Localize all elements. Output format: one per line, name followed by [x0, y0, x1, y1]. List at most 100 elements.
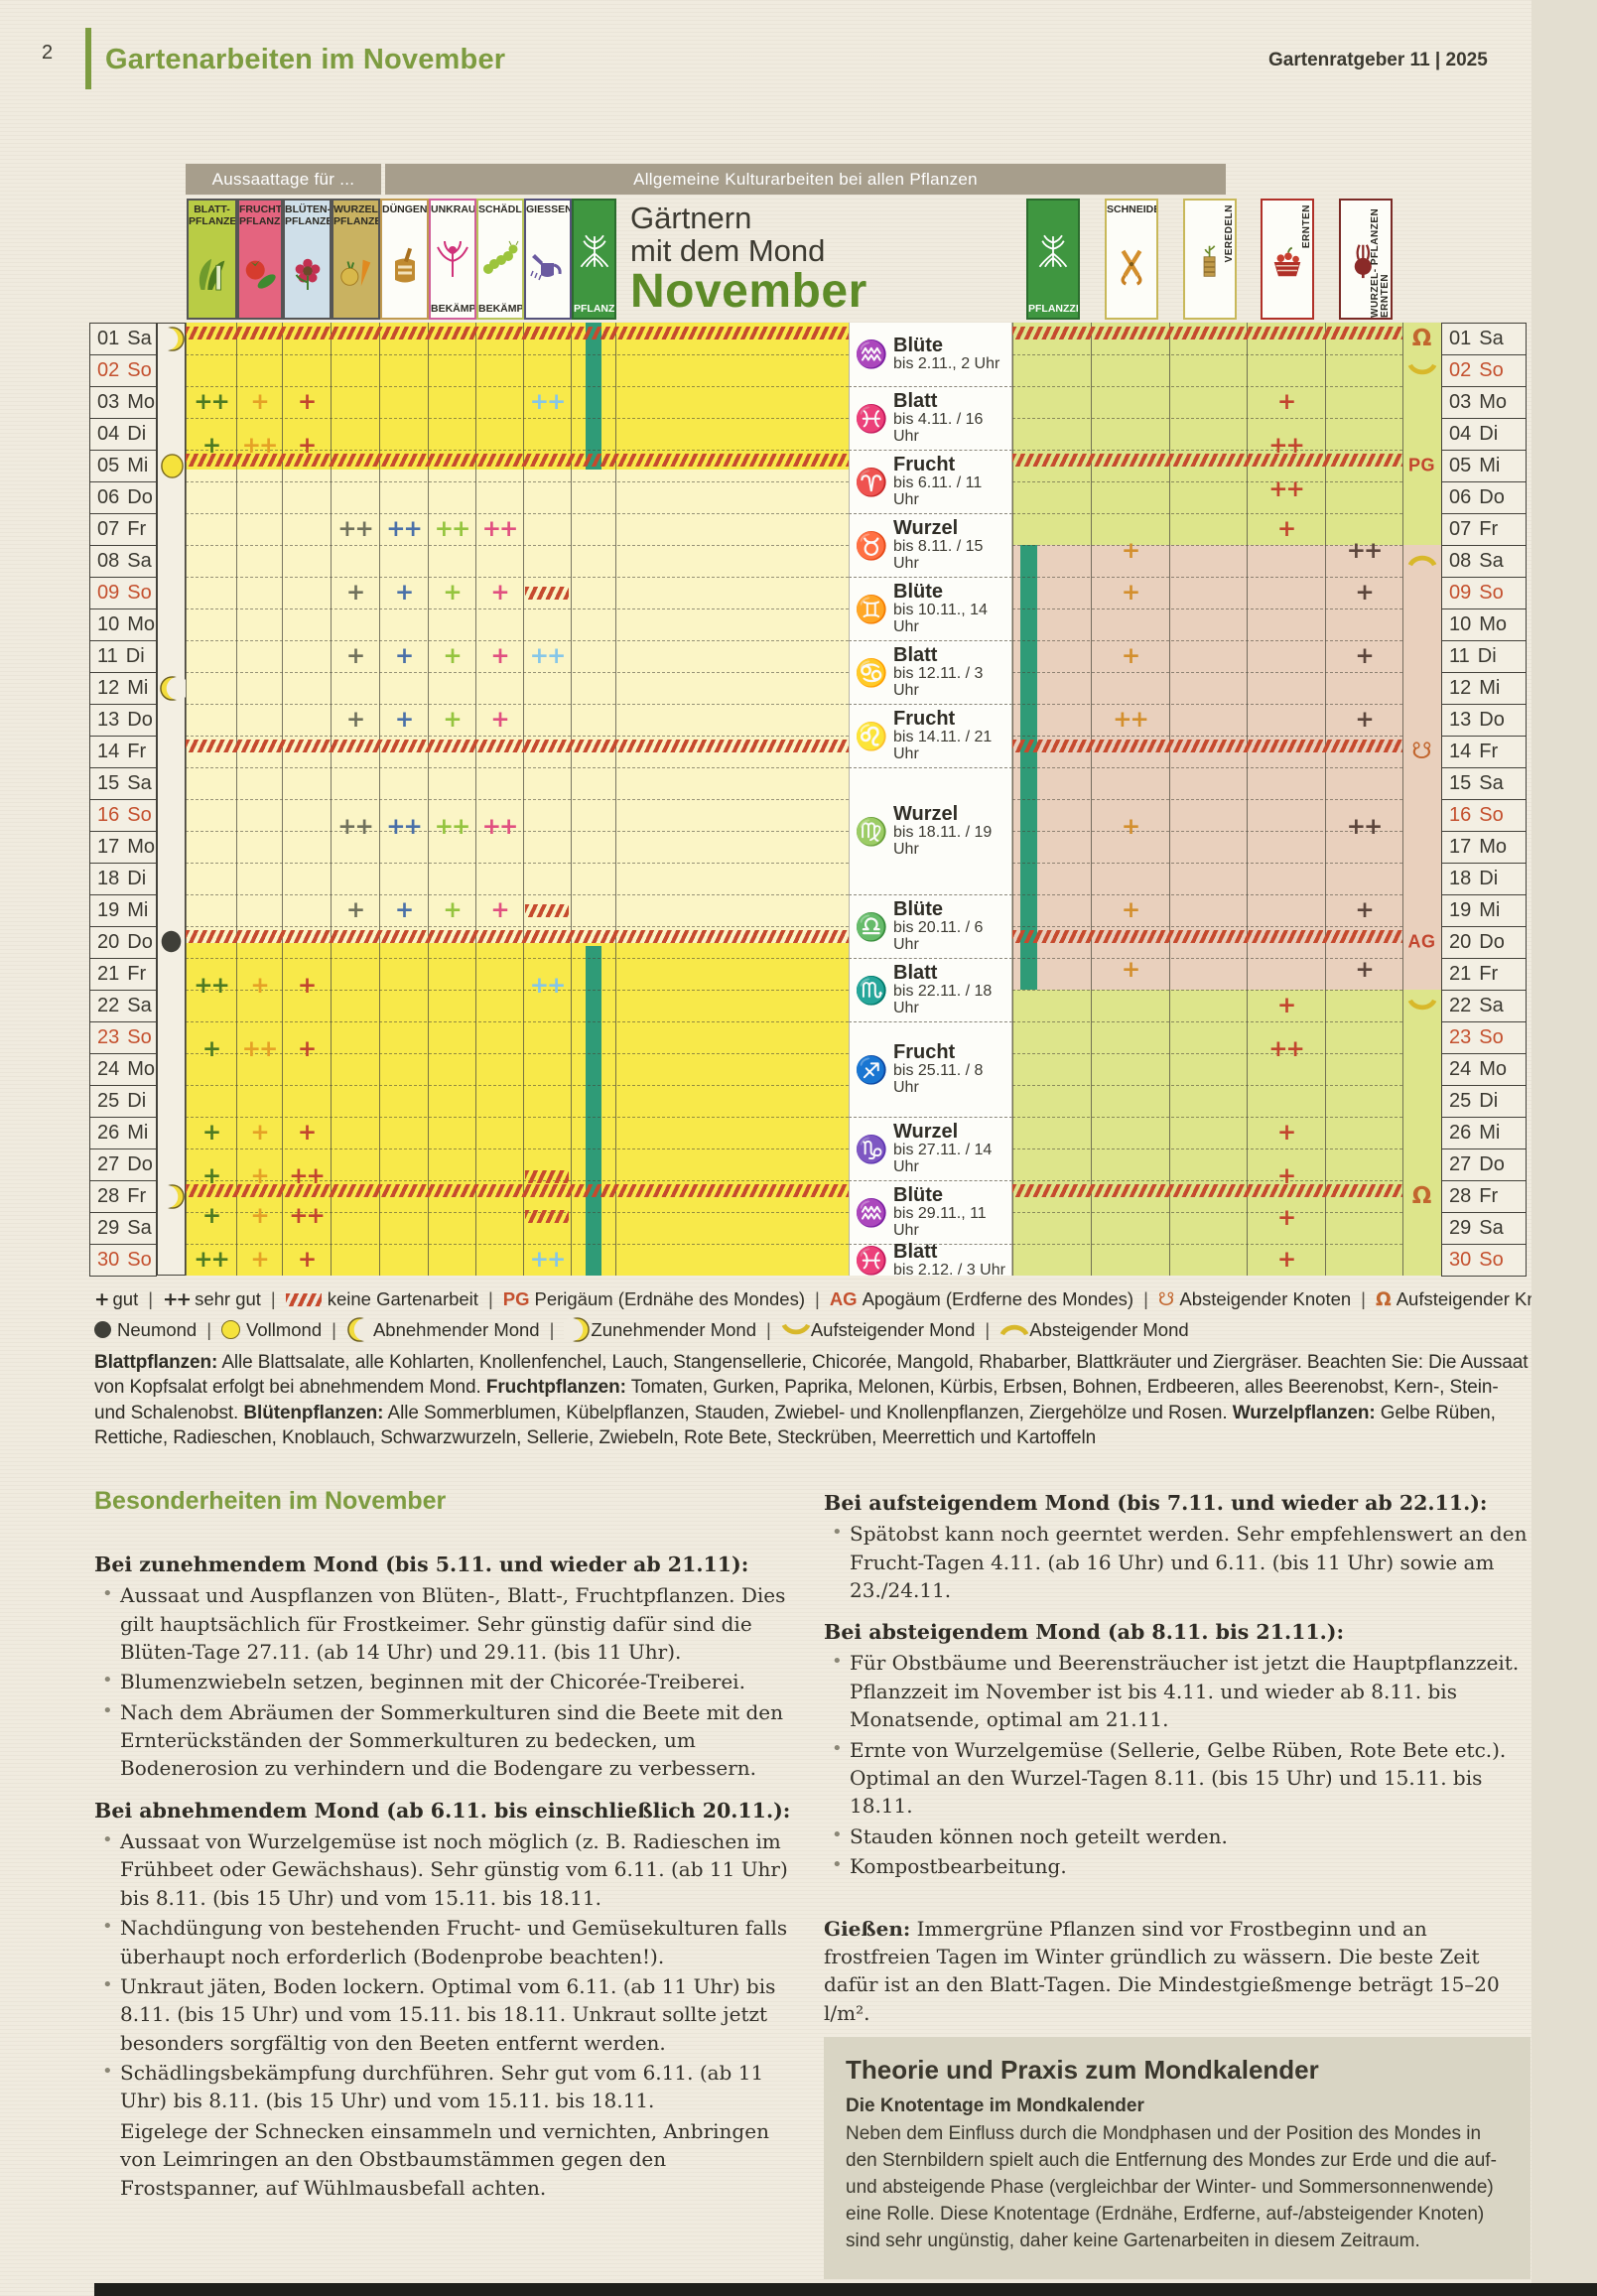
day-boundary-line: [1012, 1148, 1402, 1149]
schneiden-icon: SCHNEIDEN: [1105, 199, 1158, 320]
schaedlings-bekaempfung-icon: SCHÄDLINGS BEKÄMPFUNG: [476, 199, 524, 320]
legend-item: AG Apogäum (Erdferne des Mondes): [829, 1288, 1134, 1309]
day-boundary-line: [186, 767, 849, 768]
period-until: bis 10.11., 14 Uhr: [893, 602, 988, 635]
legend-item: ☋ Absteigender Knoten: [1157, 1288, 1352, 1310]
aquarius-icon: ♒: [855, 339, 888, 369]
rating-marker-ernten: +: [1276, 516, 1296, 542]
day-boundary-line: [186, 958, 849, 959]
rating-marker-ernten: +: [1276, 1120, 1296, 1146]
period-until: bis 8.11. / 15 Uhr: [893, 538, 984, 572]
icon-label: SCHÄDLINGS: [478, 203, 524, 215]
page-title: Gartenarbeiten im November: [105, 44, 506, 75]
rating-marker-wurzelernten: +: [1355, 957, 1374, 983]
scan-edge-bottom: [94, 2283, 1597, 2296]
date-cell-right: 17 Mo: [1441, 831, 1527, 864]
no-garden-hatch: [1012, 930, 1402, 943]
day-boundary-line: [186, 513, 849, 514]
icon-label: WURZEL-PFLANZEN: [333, 203, 380, 228]
period-kind: Frucht: [893, 1041, 956, 1064]
day-boundary-line: [186, 450, 849, 451]
day-boundary-line: [1012, 418, 1402, 419]
day-boundary-line: [1012, 481, 1402, 482]
zodiac-period: ♈ Frucht bis 6.11. / 11 Uhr: [849, 450, 1012, 513]
rating-marker-ernten: +: [1276, 389, 1296, 415]
no-garden-hatch: [1012, 454, 1402, 467]
grid-column-line: [1402, 323, 1403, 1276]
day-boundary-line: [1012, 767, 1402, 768]
legend-label: Abnehmender Mond: [372, 1318, 540, 1340]
moon-phase-column: [157, 323, 186, 1276]
day-boundary-line: [186, 354, 849, 355]
capricorn-icon: ♑: [855, 1134, 888, 1164]
zodiac-period: ♒ Blüte bis 2.11., 2 Uhr: [849, 323, 1012, 386]
period-kind: Frucht: [893, 454, 956, 476]
grid-column-line: [428, 323, 429, 1276]
band-sowing-days: Aussaattage für ...: [186, 164, 381, 195]
aries-icon: ♈: [855, 467, 888, 497]
node-asc-icon: Ω: [1411, 326, 1432, 351]
zodiac-period: ♓ Blatt bis 2.12. / 3 Uhr: [849, 1241, 1012, 1278]
date-cell-left: 23 So: [89, 1021, 157, 1054]
period-until: bis 12.11. / 3 Uhr: [893, 665, 984, 699]
date-cell-right: 19 Mi: [1441, 894, 1527, 927]
day-boundary-line: [1012, 1212, 1402, 1213]
waxing-moon-heading: Bei zunehmendem Mond (bis 5.11. und wied…: [94, 1553, 749, 1576]
date-cell-right: 24 Mo: [1441, 1053, 1527, 1086]
plant-groups-paragraph: Blattpflanzen: Alle Blattsalate, alle Ko…: [94, 1352, 1529, 1449]
date-cell-left: 17 Mo: [89, 831, 157, 864]
rating-marker-schneiden: +: [1121, 580, 1140, 606]
date-cell-right: 14 Fr: [1441, 736, 1527, 768]
legend-item: Ω Aufsteigender Knoten: [1375, 1288, 1573, 1310]
no-garden-hatch-segment: [525, 1170, 569, 1183]
day-boundary-line: [1012, 1021, 1402, 1022]
grid-column-line: [331, 323, 332, 1276]
moon-waning-icon: [159, 675, 190, 707]
theory-box: Theorie und Praxis zum Mondkalender Die …: [824, 2037, 1530, 2279]
calendar-title: Gärtnern mit dem Mond November: [630, 202, 998, 317]
rating-marker-frucht: +: [250, 1120, 269, 1146]
day-boundary-line: [1012, 545, 1402, 546]
moon-new-icon: [159, 929, 184, 959]
no-garden-hatch-segment: [525, 1210, 569, 1223]
no-garden-hatch: [186, 454, 849, 467]
legend-item: Neumond: [94, 1319, 197, 1341]
section-heading: Besonderheiten im November: [94, 1487, 447, 1515]
rating-marker-frucht: ++: [241, 433, 279, 459]
grid-column-line: [475, 323, 476, 1276]
day-boundary-line: [1012, 926, 1402, 927]
period-kind: Blüte: [893, 581, 943, 604]
day-boundary-line: [1012, 894, 1402, 895]
date-cell-right: 29 Sa: [1441, 1212, 1527, 1245]
column-right: Bei aufsteigendem Mond (bis 7.11. und wi…: [824, 1489, 1530, 2027]
pflanzzeit-icon: PFLANZZEIT: [572, 199, 616, 320]
legend-label: keine Gartenarbeit: [327, 1288, 478, 1309]
period-kind: Wurzel: [893, 803, 959, 826]
day-boundary-line: [1012, 672, 1402, 673]
grid-column-line: [282, 323, 283, 1276]
region-waxing-top: [186, 323, 849, 470]
day-boundary-line: [186, 736, 849, 737]
blueten-pflanzen-icon: BLÜTEN-PFLANZEN: [283, 199, 332, 320]
date-cell-right: 16 So: [1441, 799, 1527, 832]
period-until: bis 2.12. / 3 Uhr: [893, 1261, 1005, 1279]
date-cell-right: 09 So: [1441, 577, 1527, 609]
period-kind: Frucht: [893, 708, 956, 731]
legend-label: Apogäum (Erdferne des Mondes): [862, 1288, 1134, 1309]
date-cell-right: 23 So: [1441, 1021, 1527, 1054]
day-boundary-line: [1012, 450, 1402, 451]
waning-moon-heading: Bei abnehmendem Mond (ab 6.11. bis einsc…: [94, 1798, 791, 1823]
legend-label: Perigäum (Erdnähe des Mondes): [534, 1288, 805, 1309]
list-item: Für Obstbäume und Beerensträucher ist je…: [824, 1649, 1530, 1733]
date-cell-left: 03 Mo: [89, 386, 157, 419]
list-item: Aussaat und Auspflanzen von Blüten-, Bla…: [94, 1581, 801, 1666]
day-boundary-line: [186, 640, 849, 641]
no-garden-hatch: [1012, 327, 1402, 339]
rating-marker-blueten: +: [297, 389, 317, 415]
rating-marker-frucht: +: [250, 1247, 269, 1273]
date-cell-right: 25 Di: [1441, 1085, 1527, 1118]
rating-marker-duengen: +: [394, 707, 414, 733]
date-cell-right: 18 Di: [1441, 863, 1527, 895]
rating-marker-wurzel: +: [345, 707, 365, 733]
day-boundary-line: [1012, 736, 1402, 737]
